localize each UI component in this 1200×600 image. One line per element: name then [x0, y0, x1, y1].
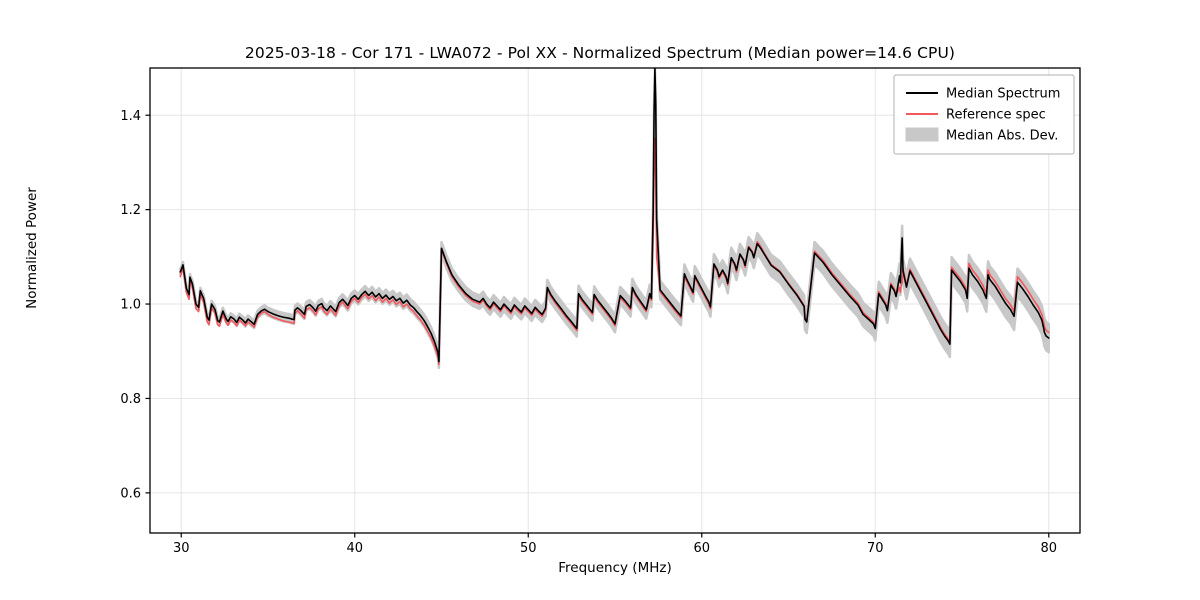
legend: Median Spectrum Reference spec Median Abs.…: [893, 74, 1075, 155]
y-tick-label: 1.2: [120, 203, 141, 218]
x-tick-label: 40: [346, 541, 363, 556]
x-tick-label: 30: [173, 541, 190, 556]
y-tick-label: 1.0: [120, 298, 141, 313]
y-tick-label: 0.8: [120, 392, 141, 407]
y-tick-label: 1.4: [120, 109, 141, 124]
legend-item: Median Spectrum: [906, 87, 1060, 102]
x-axis-ticks: 30 40 50 60 70 80: [173, 533, 1057, 556]
y-axis-ticks: 0.6 0.8 1.0 1.2 1.4: [120, 109, 150, 501]
x-tick-label: 80: [1040, 541, 1057, 556]
legend-item: Median Abs. Dev.: [905, 127, 1058, 144]
x-tick-label: 50: [520, 541, 537, 556]
legend-swatch: [905, 127, 939, 142]
chart-title: 2025-03-18 - Cor 171 - LWA072 - Pol XX -…: [244, 44, 956, 62]
x-axis-label: Frequency (MHz): [558, 560, 672, 576]
series-median-spectrum: [179, 68, 1050, 363]
legend-label: Median Abs. Dev.: [946, 129, 1058, 144]
legend-box: [893, 74, 1075, 155]
legend-label: Median Spectrum: [946, 87, 1060, 102]
y-tick-label: 0.6: [120, 486, 141, 501]
x-tick-label: 70: [867, 541, 884, 556]
x-tick-label: 60: [693, 541, 710, 556]
axes-spines: [149, 67, 1081, 534]
data-series: [179, 68, 1050, 366]
legend-item: Reference spec: [906, 108, 1046, 123]
legend-label: Reference spec: [946, 108, 1046, 123]
